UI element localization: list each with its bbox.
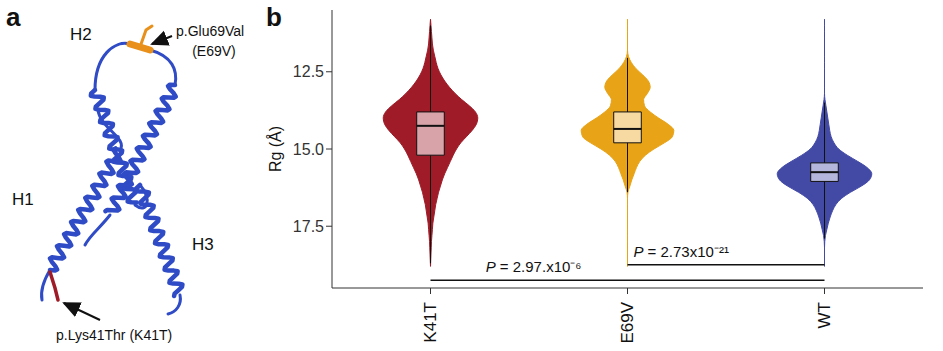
svg-text:a: a	[6, 2, 21, 32]
svg-text:p.Glu69Val: p.Glu69Val	[176, 23, 244, 39]
svg-text:P = 2.97.x10⁻⁶: P = 2.97.x10⁻⁶	[486, 258, 582, 275]
svg-text:P = 2.73x10⁻²¹: P = 2.73x10⁻²¹	[633, 242, 728, 259]
html-text:b: b	[266, 2, 282, 32]
svg-text:H1: H1	[12, 190, 34, 209]
svg-text:p.Lys41Thr (K41T): p.Lys41Thr (K41T)	[56, 327, 172, 343]
svg-text:H3: H3	[192, 235, 214, 254]
svg-text:WT: WT	[815, 302, 834, 328]
svg-text:12.5: 12.5	[293, 63, 324, 80]
svg-text:H2: H2	[70, 25, 92, 44]
svg-text:(E69V): (E69V)	[192, 43, 236, 59]
svg-text:Rg (Å): Rg (Å)	[266, 126, 284, 172]
svg-text:K41T: K41T	[421, 302, 440, 343]
svg-text:15.0: 15.0	[293, 141, 324, 158]
svg-text:E69V: E69V	[618, 301, 637, 343]
svg-text:17.5: 17.5	[293, 218, 324, 235]
